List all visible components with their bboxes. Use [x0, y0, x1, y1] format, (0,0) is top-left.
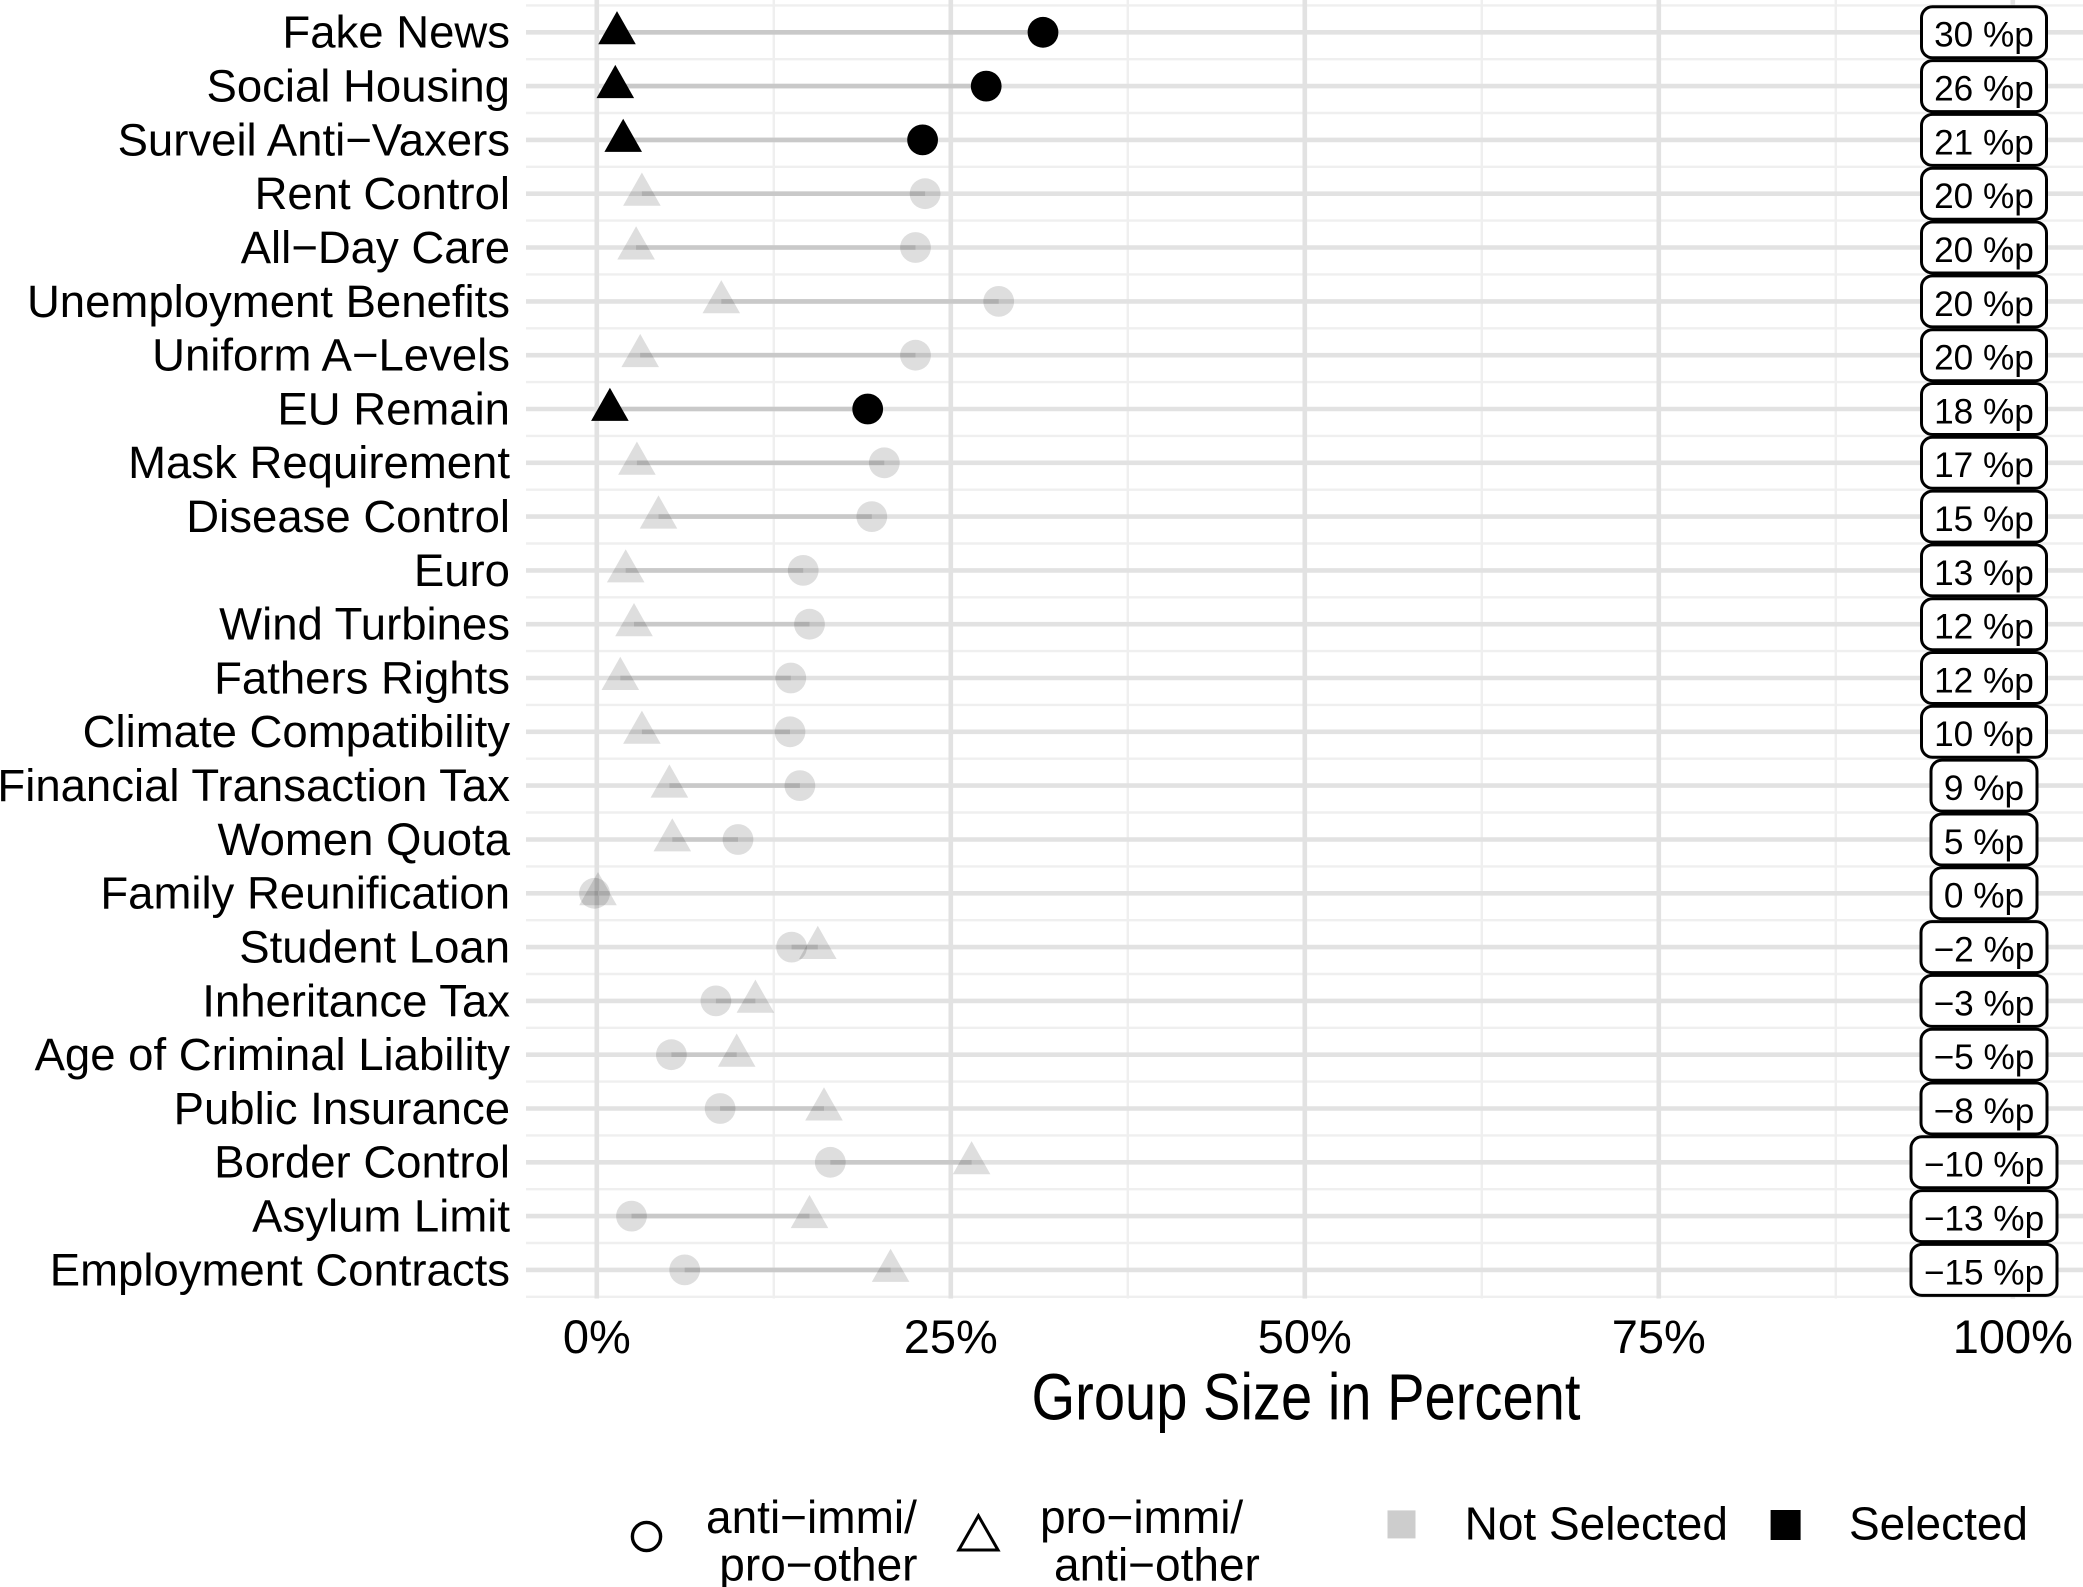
svg-text:EU Remain: EU Remain [277, 383, 510, 434]
svg-text:Wind Turbines: Wind Turbines [219, 599, 510, 650]
svg-text:−13 %p: −13 %p [1924, 1200, 2044, 1239]
svg-text:Employment Contracts: Employment Contracts [50, 1244, 510, 1295]
svg-text:Selected: Selected [1849, 1498, 2028, 1550]
svg-text:anti−other: anti−other [1054, 1539, 1260, 1587]
svg-text:Women Quota: Women Quota [217, 814, 510, 865]
svg-text:Uniform A−Levels: Uniform A−Levels [152, 330, 510, 381]
svg-text:Social Housing: Social Housing [206, 61, 510, 112]
svg-text:Student Loan: Student Loan [239, 922, 510, 973]
svg-text:20 %p: 20 %p [1934, 231, 2034, 270]
svg-text:Asylum Limit: Asylum Limit [252, 1191, 510, 1242]
svg-text:Rent Control: Rent Control [255, 168, 510, 219]
svg-text:26 %p: 26 %p [1934, 70, 2034, 109]
svg-text:−3 %p: −3 %p [1934, 984, 2035, 1023]
svg-text:pro−other: pro−other [719, 1539, 917, 1587]
svg-text:Financial Transaction Tax: Financial Transaction Tax [0, 760, 510, 811]
svg-text:Unemployment Benefits: Unemployment Benefits [27, 276, 510, 327]
svg-text:100%: 100% [1953, 1310, 2073, 1363]
svg-text:50%: 50% [1258, 1310, 1352, 1363]
svg-text:10 %p: 10 %p [1934, 715, 2034, 754]
svg-text:−15 %p: −15 %p [1924, 1253, 2044, 1292]
svg-text:21 %p: 21 %p [1934, 123, 2034, 162]
svg-text:9 %p: 9 %p [1944, 769, 2024, 808]
svg-text:20 %p: 20 %p [1934, 285, 2034, 324]
svg-text:Disease Control: Disease Control [186, 491, 510, 542]
svg-text:12 %p: 12 %p [1934, 608, 2034, 647]
svg-text:Fathers Rights: Fathers Rights [214, 652, 510, 703]
svg-text:Group Size in Percent: Group Size in Percent [1032, 1360, 1581, 1434]
svg-text:Age of Criminal Liability: Age of Criminal Liability [35, 1029, 511, 1080]
svg-text:17 %p: 17 %p [1934, 446, 2034, 485]
svg-text:anti−immi/: anti−immi/ [706, 1491, 917, 1543]
svg-text:20 %p: 20 %p [1934, 177, 2034, 216]
svg-text:Not Selected: Not Selected [1465, 1498, 1728, 1550]
svg-text:−8 %p: −8 %p [1934, 1092, 2035, 1131]
svg-text:Public Insurance: Public Insurance [174, 1083, 510, 1134]
svg-text:All−Day Care: All−Day Care [241, 222, 510, 273]
svg-text:−10 %p: −10 %p [1924, 1146, 2044, 1185]
svg-text:Euro: Euro [414, 545, 510, 596]
svg-text:Family Reunification: Family Reunification [100, 868, 510, 919]
svg-text:Border Control: Border Control [214, 1137, 510, 1188]
svg-text:Surveil Anti−Vaxers: Surveil Anti−Vaxers [118, 114, 510, 165]
svg-text:−5 %p: −5 %p [1934, 1038, 2035, 1077]
svg-text:25%: 25% [904, 1310, 998, 1363]
svg-text:Climate Compatibility: Climate Compatibility [83, 706, 511, 757]
svg-text:Inheritance Tax: Inheritance Tax [202, 975, 510, 1026]
svg-text:20 %p: 20 %p [1934, 339, 2034, 378]
svg-text:13 %p: 13 %p [1934, 554, 2034, 593]
svg-text:12 %p: 12 %p [1934, 661, 2034, 700]
svg-text:0%: 0% [563, 1310, 631, 1363]
svg-text:−2 %p: −2 %p [1934, 931, 2035, 970]
svg-text:5 %p: 5 %p [1944, 823, 2024, 862]
svg-text:18 %p: 18 %p [1934, 392, 2034, 431]
svg-text:pro−immi/: pro−immi/ [1040, 1491, 1243, 1543]
svg-text:Mask Requirement: Mask Requirement [128, 437, 510, 488]
svg-text:Fake News: Fake News [282, 7, 510, 58]
svg-text:75%: 75% [1612, 1310, 1706, 1363]
svg-text:30 %p: 30 %p [1934, 16, 2034, 55]
svg-text:15 %p: 15 %p [1934, 500, 2034, 539]
svg-text:0 %p: 0 %p [1944, 877, 2024, 916]
